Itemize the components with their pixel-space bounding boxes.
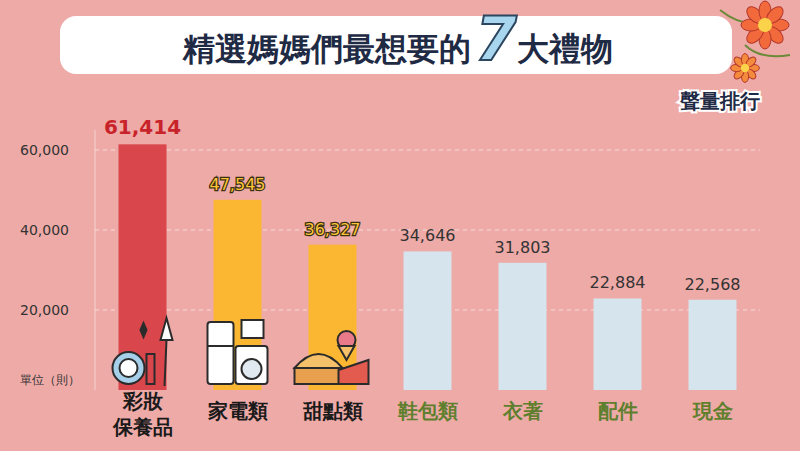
data-label: 22,568 bbox=[685, 275, 741, 294]
data-label: 31,803 bbox=[495, 238, 551, 257]
category-label: 甜點類 bbox=[302, 399, 363, 423]
category-label: 家電類 bbox=[207, 399, 268, 423]
y-tick-label: 60,000 bbox=[20, 142, 69, 158]
icon-desserts bbox=[295, 331, 369, 384]
category-label: 配件 bbox=[598, 399, 638, 423]
y-axis-line bbox=[95, 130, 96, 390]
flower-center bbox=[758, 18, 772, 32]
grid-line bbox=[95, 150, 760, 151]
y-tick-label: 40,000 bbox=[20, 222, 69, 238]
bars bbox=[119, 144, 737, 390]
bar bbox=[499, 263, 547, 390]
data-label: 61,414 bbox=[104, 115, 181, 139]
flower-decoration bbox=[741, 1, 789, 49]
title: 精選媽媽們最想要的7大禮物 bbox=[182, 4, 613, 74]
category-label: 衣著 bbox=[502, 399, 543, 423]
flower-decoration bbox=[731, 54, 760, 83]
chart: 精選媽媽們最想要的7大禮物聲量排行 20,000 40,000 60,000 單位（則）… bbox=[0, 0, 800, 451]
y-unit-label: 單位（則） bbox=[20, 373, 80, 387]
title-box bbox=[60, 16, 732, 74]
subtitle: 聲量排行 bbox=[679, 89, 760, 113]
category-label: 彩妝保養品 bbox=[112, 389, 173, 439]
data-label: 47,545 bbox=[210, 175, 266, 194]
flower-center bbox=[741, 64, 749, 72]
icon-cosmetics bbox=[113, 318, 173, 386]
background bbox=[0, 0, 800, 451]
icon-appliances bbox=[208, 320, 268, 384]
data-label: 34,646 bbox=[400, 226, 456, 245]
y-tick-label: 20,000 bbox=[20, 302, 69, 318]
data-label: 36,327 bbox=[305, 220, 361, 239]
bar bbox=[594, 298, 642, 390]
data-label: 22,884 bbox=[590, 273, 646, 292]
category-label: 現金 bbox=[692, 399, 733, 423]
category-label: 鞋包類 bbox=[397, 399, 458, 423]
bar bbox=[689, 300, 737, 390]
bar bbox=[404, 251, 452, 390]
